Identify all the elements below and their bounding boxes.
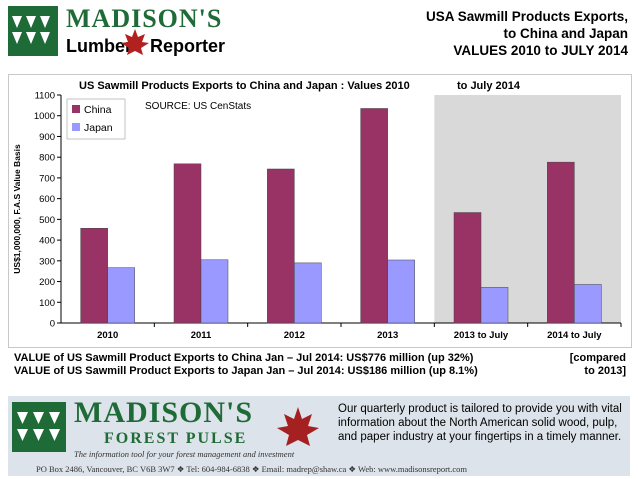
y-axis-label: US$1,000,000, F.A.S Value Basis	[12, 144, 22, 274]
bar-china	[80, 228, 108, 324]
summary-china: VALUE of US Sawmill Product Exports to C…	[14, 352, 474, 364]
bar-china	[453, 212, 482, 324]
y-tick-label: 0	[50, 319, 55, 330]
footer-contact: PO Box 2486, Vancouver, BC V6B 3W7 ❖ Tel…	[36, 464, 468, 474]
x-tick-label: 2011	[191, 330, 212, 341]
footer-brand-name: MADISON'S	[74, 396, 254, 429]
x-tick-label: 2014 to July	[547, 330, 602, 341]
chart-title-suffix: to July 2014	[457, 80, 521, 92]
brand-sub-right: Reporter	[150, 36, 226, 56]
legend-label-japan: Japan	[84, 122, 113, 134]
legend-label-china: China	[84, 104, 112, 116]
page-title: USA Sawmill Products Exports, to China a…	[328, 8, 628, 59]
footer-banner: MADISON'S FOREST PULSE The information t…	[8, 396, 630, 476]
y-tick-label: 400	[39, 236, 55, 247]
brand-name: MADISON'S	[66, 4, 223, 33]
trees-logo-icon	[8, 6, 58, 56]
legend-swatch-china	[72, 105, 80, 113]
bar-japan	[480, 287, 509, 324]
y-tick-label: 300	[39, 256, 55, 267]
summary-japan: VALUE of US Sawmill Product Exports to J…	[14, 365, 478, 377]
y-tick-label: 700	[39, 173, 55, 184]
x-tick-label: 2013 to July	[454, 330, 509, 341]
bar-japan	[294, 262, 322, 324]
chart-title: US Sawmill Products Exports to China and…	[79, 80, 410, 92]
bar-china	[360, 108, 388, 324]
footer-trees-icon	[12, 402, 66, 452]
chart-frame: US Sawmill Products Exports to China and…	[8, 74, 632, 348]
y-tick-label: 800	[39, 153, 55, 164]
y-tick-label: 1000	[34, 111, 55, 122]
y-tick-label: 900	[39, 132, 55, 143]
title-line-3: VALUES 2010 to JULY 2014	[453, 43, 628, 58]
bar-china	[547, 161, 575, 324]
y-tick-label: 200	[39, 277, 55, 288]
madisons-forest-pulse-logo: MADISON'S FOREST PULSE The information t…	[8, 396, 330, 461]
footer-brand-sub: FOREST PULSE	[104, 430, 248, 447]
footer-tagline: The information tool for your forest man…	[74, 449, 295, 459]
bar-china	[173, 163, 202, 324]
compared-line-2: to 2013]	[584, 365, 626, 377]
y-tick-label: 100	[39, 298, 55, 309]
bar-japan	[387, 259, 415, 324]
x-tick-label: 2010	[97, 330, 118, 341]
footer-description: Our quarterly product is tailored to pro…	[338, 403, 622, 443]
compared-line-1: [compared	[569, 352, 626, 364]
x-tick-label: 2012	[284, 330, 305, 341]
summary-block: VALUE of US Sawmill Product Exports to C…	[14, 352, 529, 378]
bar-japan	[107, 267, 135, 324]
x-tick-label: 2013	[377, 330, 398, 341]
compared-note: [compared to 2013]	[536, 352, 626, 378]
bar-japan	[200, 259, 229, 324]
maple-leaf-icon	[121, 29, 149, 55]
footer-maple-leaf-icon	[277, 407, 319, 446]
bar-chart: US Sawmill Products Exports to China and…	[12, 80, 622, 341]
brand-sub-left: Lumber	[66, 36, 133, 56]
y-tick-label: 500	[39, 215, 55, 226]
title-line-1: USA Sawmill Products Exports,	[425, 9, 628, 24]
madisons-lumber-reporter-logo: MADISON'S Lumber Reporter	[8, 4, 225, 60]
legend-swatch-japan	[72, 123, 80, 131]
title-line-2: to China and Japan	[503, 26, 628, 41]
chart-source: SOURCE: US CenStats	[145, 101, 251, 112]
bar-japan	[574, 284, 602, 324]
y-tick-label: 1100	[35, 91, 55, 102]
y-tick-label: 600	[39, 194, 55, 205]
bar-china	[267, 168, 295, 324]
